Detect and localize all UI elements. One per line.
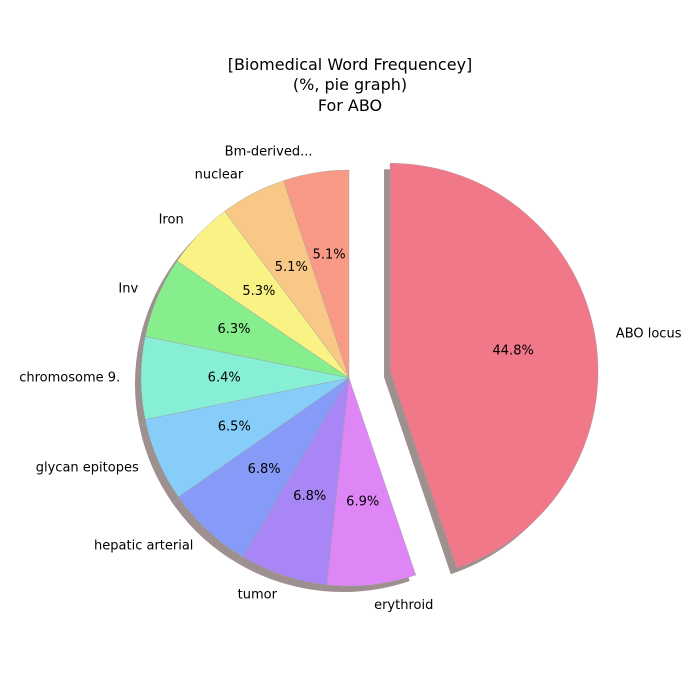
percent-label-chromosome-9: 6.4% xyxy=(208,371,241,386)
category-label-bm-derived: Bm-derived... xyxy=(225,145,313,160)
category-label-abo-locus: ABO locus xyxy=(616,327,682,342)
percent-label-erythroid: 6.9% xyxy=(346,495,379,510)
category-label-erythroid: erythroid xyxy=(374,598,433,613)
chart-title-line-1: [Biomedical Word Frequencey] xyxy=(228,55,473,74)
chart-title: [Biomedical Word Frequencey] (%, pie gra… xyxy=(228,55,473,115)
chart-title-line-2: (%, pie graph) xyxy=(293,75,407,94)
percent-label-iron: 5.3% xyxy=(242,284,275,299)
category-label-glycan-epitopes: glycan epitopes xyxy=(36,461,139,476)
percent-label-inv: 6.3% xyxy=(217,322,250,337)
category-label-chromosome-9: chromosome 9. xyxy=(19,371,120,386)
percent-label-nuclear: 5.1% xyxy=(275,260,308,275)
category-label-nuclear: nuclear xyxy=(195,168,244,183)
pie-slice-layer xyxy=(140,163,599,587)
percent-label-hepatic-arterial: 6.8% xyxy=(248,462,281,477)
slice-erythroid xyxy=(326,377,417,587)
percent-label-abo-locus: 44.8% xyxy=(493,343,534,358)
percent-label-glycan-epitopes: 6.5% xyxy=(218,420,251,435)
percent-label-bm-derived: 5.1% xyxy=(313,247,346,262)
category-label-tumor: tumor xyxy=(238,588,278,603)
category-label-inv: Inv xyxy=(118,282,138,297)
category-label-hepatic-arterial: hepatic arterial xyxy=(94,538,193,553)
slice-abo-locus xyxy=(389,163,599,569)
pie-category-labels: Bm-derived... nuclear Iron Inv chromosome 9.… xyxy=(19,145,681,613)
percent-label-tumor: 6.8% xyxy=(293,489,326,504)
pie-percent-labels: 5.1%5.1%5.3%6.3%6.4%6.5%6.8%6.8% 6.9%44.8… xyxy=(208,247,534,509)
category-label-iron: Iron xyxy=(159,212,184,227)
chart-title-line-3: For ABO xyxy=(318,96,382,115)
